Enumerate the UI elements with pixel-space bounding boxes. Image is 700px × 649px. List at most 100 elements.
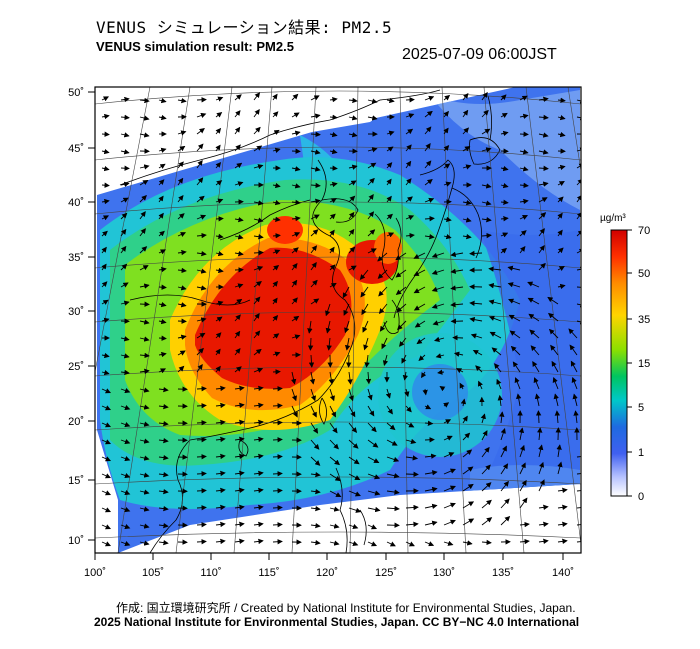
wind-arrow bbox=[158, 351, 167, 358]
wind-arrow bbox=[386, 232, 395, 238]
wind-arrow bbox=[215, 198, 224, 204]
wind-arrow bbox=[500, 182, 509, 189]
wind-arrow bbox=[538, 479, 545, 492]
wind-arrow bbox=[367, 422, 377, 433]
wind-arrow bbox=[139, 438, 150, 444]
wind-arrow bbox=[472, 349, 483, 356]
wind-arrow bbox=[196, 347, 204, 356]
wind-arrow bbox=[158, 335, 167, 341]
wind-arrow bbox=[158, 163, 166, 169]
wind-arrow bbox=[462, 432, 471, 441]
wind-arrow bbox=[489, 331, 502, 339]
wind-arrow bbox=[571, 376, 578, 390]
wind-arrow bbox=[530, 345, 540, 356]
colorbar-label: 70 bbox=[638, 225, 650, 237]
title-english: VENUS simulation result: PM2.5 bbox=[96, 39, 294, 54]
wind-arrow bbox=[462, 483, 474, 492]
lon-tick-label: 130˚ bbox=[433, 567, 455, 579]
colorbar-label: 35 bbox=[638, 314, 650, 326]
wind-arrow bbox=[512, 361, 521, 373]
wind-arrow bbox=[120, 507, 131, 513]
wind-arrow bbox=[329, 439, 339, 450]
wind-arrow bbox=[177, 232, 187, 237]
wind-arrow bbox=[253, 538, 264, 545]
wind-arrow bbox=[253, 330, 261, 339]
wind-arrow bbox=[272, 147, 281, 153]
wind-arrow bbox=[272, 199, 281, 206]
wind-arrow bbox=[158, 230, 165, 237]
wind-arrow bbox=[519, 521, 530, 528]
wind-arrow bbox=[538, 521, 549, 528]
wind-arrow bbox=[431, 252, 445, 258]
wind-arrow bbox=[253, 200, 264, 206]
lat-tick-label: 25˚ bbox=[68, 361, 84, 373]
wind-arrow bbox=[424, 520, 438, 526]
wind-arrow bbox=[413, 269, 426, 276]
colorbar-unit: µg/m³ bbox=[600, 213, 626, 224]
wind-arrow bbox=[462, 415, 468, 424]
wind-arrow bbox=[348, 265, 357, 271]
wind-arrow bbox=[272, 437, 283, 443]
wind-arrow bbox=[139, 283, 150, 289]
wind-arrow bbox=[538, 538, 549, 545]
wind-arrow bbox=[139, 132, 150, 138]
wind-arrow bbox=[367, 193, 374, 203]
wind-arrow bbox=[557, 487, 568, 494]
wind-arrow bbox=[139, 194, 147, 203]
wind-arrow bbox=[291, 297, 298, 305]
wind-arrow bbox=[537, 427, 543, 441]
wind-arrow bbox=[329, 422, 338, 434]
wind-arrow bbox=[234, 94, 242, 101]
wind-arrow bbox=[443, 94, 451, 101]
wind-arrow bbox=[405, 128, 414, 135]
wind-arrow bbox=[101, 439, 112, 445]
wind-arrow bbox=[139, 489, 150, 495]
wind-arrow bbox=[158, 179, 165, 186]
wind-arrow bbox=[488, 315, 502, 322]
wind-arrow bbox=[491, 347, 502, 356]
wind-arrow bbox=[310, 539, 321, 546]
wind-arrow bbox=[500, 463, 509, 475]
wind-arrow bbox=[101, 215, 109, 221]
wind-arrow bbox=[196, 522, 207, 528]
wind-arrow bbox=[437, 369, 445, 375]
title-japanese: VENUS シミュレーション結果: PM2.5 bbox=[96, 18, 393, 37]
wind-arrow bbox=[196, 454, 207, 460]
wind-arrow bbox=[404, 388, 410, 398]
wind-arrow bbox=[533, 377, 540, 390]
wind-arrow bbox=[329, 148, 338, 155]
wind-arrow bbox=[272, 249, 281, 255]
wind-arrow bbox=[253, 217, 264, 223]
wind-arrow bbox=[234, 436, 245, 443]
wind-arrow bbox=[215, 267, 224, 274]
wind-arrow bbox=[177, 334, 187, 340]
wind-arrow bbox=[177, 285, 187, 291]
wind-arrow bbox=[386, 473, 400, 479]
wind-arrow bbox=[367, 524, 378, 530]
wind-arrow bbox=[367, 473, 381, 480]
wind-arrow bbox=[329, 264, 336, 271]
wind-arrow bbox=[253, 521, 264, 528]
wind-arrow bbox=[139, 336, 150, 342]
wind-arrow bbox=[310, 522, 321, 529]
wind-arrow bbox=[500, 165, 509, 172]
wind-arrow bbox=[234, 250, 244, 257]
lat-tick-label: 45˚ bbox=[68, 143, 84, 155]
wind-arrow bbox=[550, 344, 559, 356]
wind-arrow bbox=[253, 419, 264, 426]
wind-arrow bbox=[568, 328, 578, 339]
wind-arrow bbox=[348, 439, 359, 449]
wind-arrow bbox=[405, 196, 413, 203]
wind-arrow bbox=[253, 312, 260, 322]
wind-arrow bbox=[557, 229, 563, 237]
wind-arrow bbox=[572, 393, 578, 407]
wind-arrow bbox=[253, 92, 261, 101]
wind-arrow bbox=[538, 262, 546, 271]
wind-arrow bbox=[215, 436, 226, 443]
wind-arrow bbox=[120, 228, 127, 237]
wind-arrow bbox=[329, 198, 337, 204]
credit-line: 作成: 国立環境研究所 / Created by National Instit… bbox=[116, 601, 576, 615]
wind-arrow bbox=[139, 404, 150, 410]
wind-arrow bbox=[443, 145, 450, 152]
wind-arrow bbox=[378, 286, 388, 297]
